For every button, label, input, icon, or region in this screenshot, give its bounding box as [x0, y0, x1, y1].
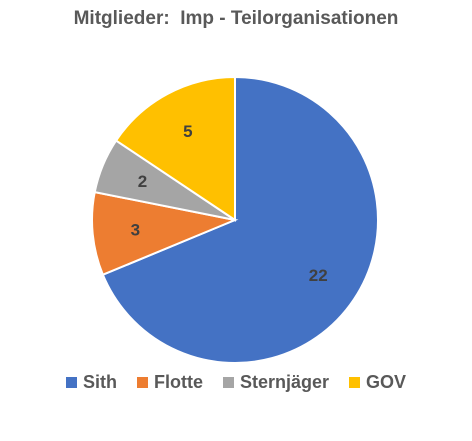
data-label-sternjäger: 2 — [138, 172, 147, 191]
legend-swatch — [136, 377, 148, 388]
legend-item-flotte: Flotte — [136, 372, 203, 393]
legend-item-sternjäger: Sternjäger — [222, 372, 330, 393]
legend-item-gov: GOV — [349, 372, 406, 393]
legend-label: GOV — [366, 372, 407, 392]
data-label-sith: 22 — [309, 266, 328, 285]
legend-swatch — [349, 377, 361, 388]
legend-swatch — [222, 377, 234, 388]
chart-title: Mitglieder: Imp - Teilorganisationen — [73, 8, 399, 29]
pie-slice-flotte — [91, 190, 239, 277]
legend-item-sith: Sith — [65, 372, 117, 393]
data-label-flotte: 3 — [131, 220, 140, 239]
chart-legend: Sith Flotte Sternjäger GOV — [0, 372, 472, 393]
pie-slice-sith — [101, 75, 379, 364]
data-label-gov: 5 — [183, 122, 192, 141]
legend-label: Flotte — [153, 372, 203, 392]
legend-label: Sith — [82, 372, 117, 392]
legend-label: Sternjäger — [239, 372, 330, 392]
legend-swatch — [65, 377, 77, 388]
pie-slice-gov — [114, 75, 236, 222]
